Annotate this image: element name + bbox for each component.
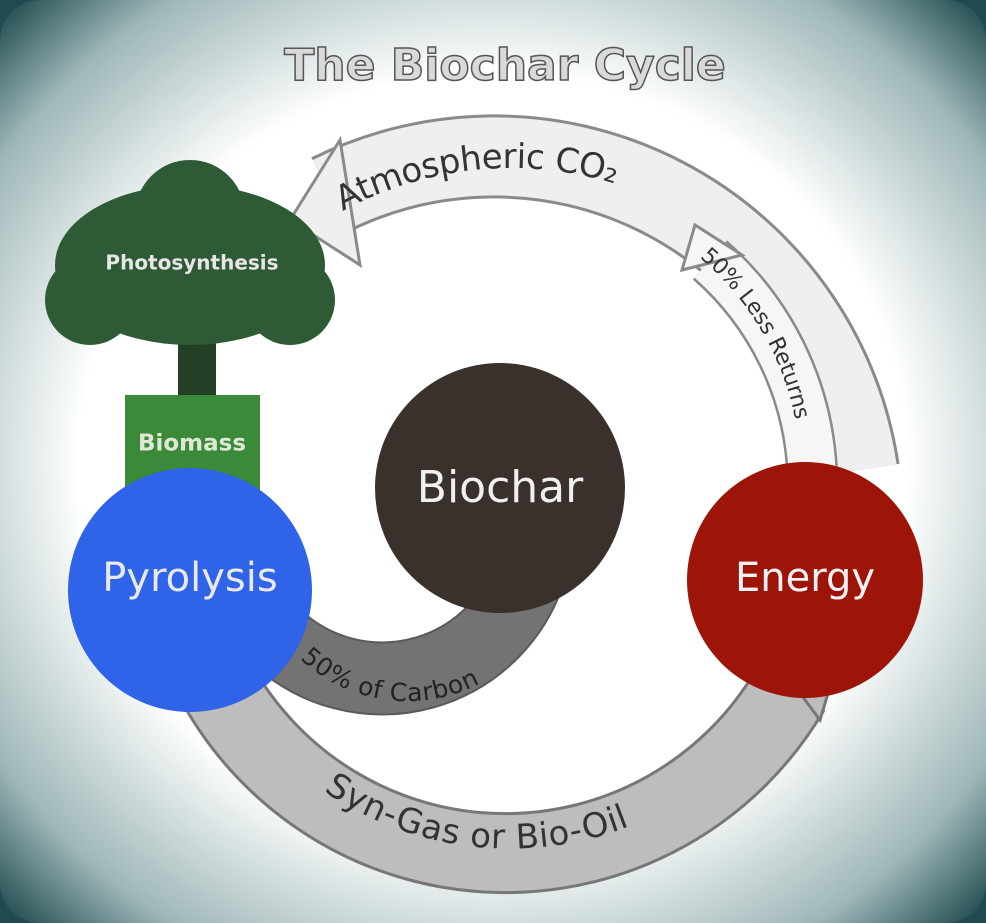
pyrolysis-label: Pyrolysis [102, 555, 277, 601]
title: The Biochar Cycle [284, 40, 725, 91]
biomass-label: Biomass [138, 431, 246, 457]
tree [45, 160, 335, 410]
tree-crown [45, 255, 135, 345]
biochar-label: Biochar [417, 462, 584, 513]
atm-arrowhead [287, 135, 363, 269]
less-arrowhead [679, 222, 746, 273]
atm-band [312, 117, 897, 476]
energy-node [687, 462, 923, 698]
photosynthesis-label: Photosynthesis [105, 251, 278, 275]
tree-crown [245, 255, 335, 345]
tree-crown [135, 160, 245, 270]
less-band [694, 242, 836, 472]
energy-label: Energy [735, 555, 875, 601]
pyrolysis-node [68, 468, 312, 712]
syn-band [181, 661, 823, 892]
biochar-node [375, 363, 625, 613]
